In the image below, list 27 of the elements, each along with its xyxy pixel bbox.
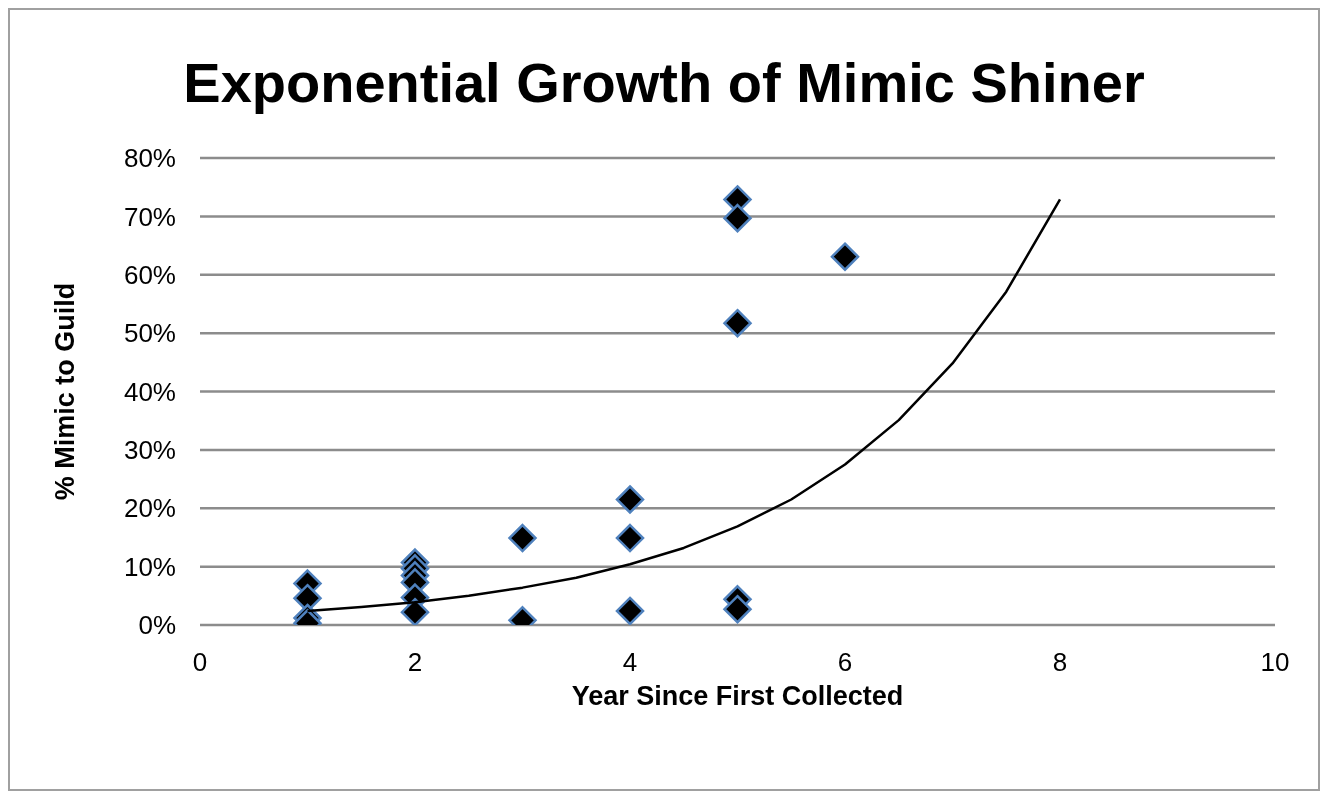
y-tick-label: 70% [123,201,176,232]
y-tick-label: 10% [123,551,176,582]
point [723,594,752,624]
point [723,308,752,338]
x-tick-label: 4 [622,647,638,678]
y-tick-label: 20% [123,493,176,524]
y-tick-label: 0% [138,610,176,641]
y-tick-label: 60% [123,259,176,290]
point [830,242,860,271]
point [615,596,645,625]
point [723,203,752,233]
y-tick-label: 40% [123,376,176,407]
point [400,597,430,625]
point [508,523,537,553]
y-tick-label: 80% [123,143,176,174]
x-tick-label: 8 [1052,647,1068,678]
x-tick-label: 6 [837,647,853,678]
x-tick-label: 0 [192,647,208,678]
chart-title: Exponential Growth of Mimic Shiner [182,50,1146,116]
x-axis-title: Year Since First Collected [571,681,904,711]
y-tick-label: 30% [123,435,176,466]
y-axis-title: % Mimic to Guild [49,282,80,501]
point [615,485,645,514]
x-tick-label: 2 [407,647,423,678]
x-tick-label: 10 [1260,647,1290,678]
point [615,523,645,553]
y-tick-label: 50% [123,318,176,349]
